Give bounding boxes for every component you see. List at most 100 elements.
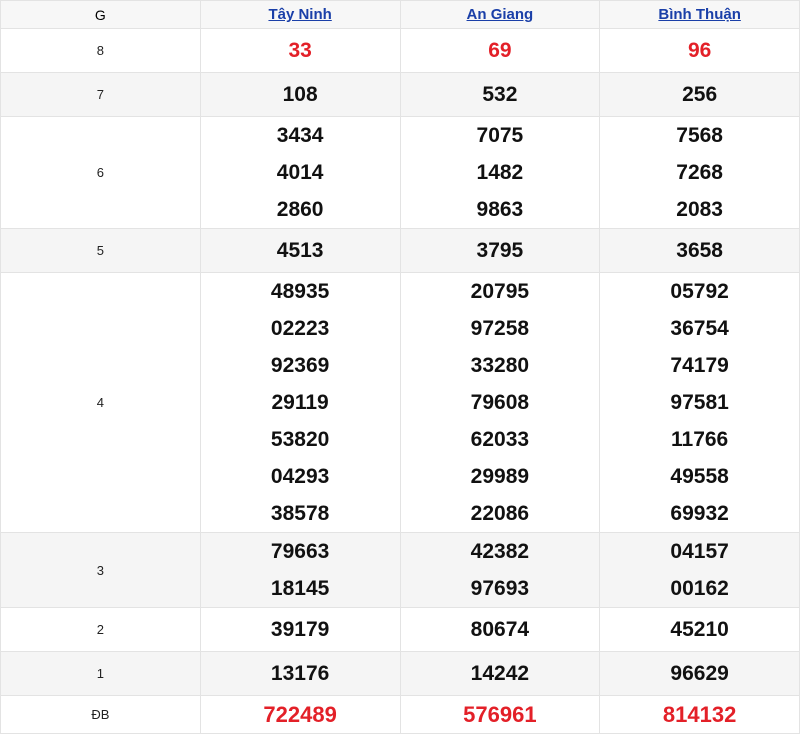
prize-label: 5 <box>0 228 201 273</box>
province-link-an-giang[interactable]: An Giang <box>466 6 534 23</box>
result-number: 4513 <box>276 239 324 262</box>
result-number: 14242 <box>470 662 530 685</box>
result-number: 69932 <box>670 502 729 525</box>
result-number: 42382 <box>470 540 530 563</box>
prize-label: 4 <box>0 272 201 533</box>
result-number: 7568 <box>676 124 723 147</box>
result-cell: 532 <box>399 72 601 117</box>
result-number: 36754 <box>670 317 729 340</box>
prize-label: 6 <box>0 116 201 229</box>
result-number: 05792 <box>670 280 729 303</box>
result-number: 532 <box>482 83 518 106</box>
province-link-binh-thuan[interactable]: Bình Thuận <box>658 6 741 23</box>
result-number: 18145 <box>270 577 330 600</box>
prize-label: 7 <box>0 72 201 117</box>
result-number: 11766 <box>671 428 729 451</box>
result-number: 69 <box>488 39 512 62</box>
result-cell: 7075 1482 9863 <box>399 116 601 229</box>
result-cell: 96 <box>599 28 800 73</box>
prize-row: 1 13176 14242 96629 <box>0 651 800 696</box>
prize-row: 7 108 532 256 <box>0 72 800 117</box>
prize-label: 2 <box>0 607 201 652</box>
result-cell: 33 <box>199 28 401 73</box>
result-number: 3658 <box>676 239 723 262</box>
result-cell: 4513 <box>199 228 401 273</box>
result-number: 256 <box>682 83 718 106</box>
result-number: 00162 <box>670 577 729 600</box>
result-number: 45210 <box>670 618 729 641</box>
result-number: 79663 <box>270 540 330 563</box>
prize-label: 3 <box>0 532 201 608</box>
prize-label: 1 <box>0 651 201 696</box>
result-number: 2083 <box>676 198 723 221</box>
result-number: 49558 <box>670 465 729 488</box>
result-number: 722489 <box>263 702 337 727</box>
result-number: 39179 <box>270 618 330 641</box>
result-number: 3434 <box>276 124 324 147</box>
result-cell: 576961 <box>399 695 601 734</box>
result-cell: 80674 <box>399 607 601 652</box>
result-cell: 45210 <box>599 607 800 652</box>
result-cell: 79663 18145 <box>199 532 401 608</box>
result-number: 7075 <box>476 124 524 147</box>
result-number: 22086 <box>470 502 530 525</box>
result-number: 38578 <box>270 502 330 525</box>
result-number: 108 <box>282 83 318 106</box>
result-number: 96 <box>687 39 712 62</box>
result-cell: 3434 4014 2860 <box>199 116 401 229</box>
prize-row: 3 79663 18145 42382 97693 04157 00162 <box>0 532 800 608</box>
result-number: 29989 <box>470 465 530 488</box>
result-number: 02223 <box>270 317 330 340</box>
result-cell: 7568 7268 2083 <box>599 116 800 229</box>
result-number: 62033 <box>470 428 530 451</box>
prize-row: 4 48935 02223 92369 29119 53820 04293 38578 2079… <box>0 272 800 533</box>
result-number: 04157 <box>670 540 729 563</box>
result-cell: 3658 <box>599 228 800 273</box>
result-cell: 96629 <box>599 651 800 696</box>
result-number: 97581 <box>670 391 729 414</box>
prize-label: 8 <box>0 28 201 73</box>
result-number: 576961 <box>463 702 537 727</box>
result-number: 7268 <box>676 161 723 184</box>
result-number: 33280 <box>470 354 530 377</box>
prize-row: 6 3434 4014 2860 7075 1482 9863 7568 7268 2083 <box>0 116 800 229</box>
result-cell: 14242 <box>399 651 601 696</box>
province-link-tay-ninh[interactable]: Tây Ninh <box>268 6 332 23</box>
header-row: G Tây Ninh An Giang Bình Thuận <box>0 0 800 29</box>
result-cell: 42382 97693 <box>399 532 601 608</box>
result-cell: 05792 36754 74179 97581 11766 49558 69932 <box>599 272 800 533</box>
result-cell: 04157 00162 <box>599 532 800 608</box>
result-cell: 20795 97258 33280 79608 62033 29989 22086 <box>399 272 601 533</box>
result-cell: 256 <box>599 72 800 117</box>
result-number: 04293 <box>270 465 330 488</box>
result-cell: 69 <box>399 28 601 73</box>
result-number: 9863 <box>476 198 524 221</box>
result-cell: 48935 02223 92369 29119 53820 04293 38578 <box>199 272 401 533</box>
result-number: 79608 <box>470 391 530 414</box>
prize-row: ĐB 722489 576961 814132 <box>0 695 800 734</box>
result-number: 96629 <box>670 662 729 685</box>
result-number: 29119 <box>271 391 329 414</box>
prize-row: 2 39179 80674 45210 <box>0 607 800 652</box>
result-number: 92369 <box>270 354 330 377</box>
result-number: 814132 <box>662 702 737 727</box>
result-cell: 722489 <box>199 695 401 734</box>
result-number: 1482 <box>476 161 524 184</box>
result-number: 20795 <box>470 280 530 303</box>
result-number: 74179 <box>670 354 729 377</box>
prize-row: 8 33 69 96 <box>0 28 800 73</box>
result-number: 48935 <box>270 280 330 303</box>
result-cell: 3795 <box>399 228 601 273</box>
result-number: 33 <box>288 39 312 62</box>
result-number: 97693 <box>470 577 530 600</box>
result-number: 3795 <box>476 239 524 262</box>
result-cell: 814132 <box>599 695 800 734</box>
result-cell: 13176 <box>199 651 401 696</box>
result-number: 97258 <box>470 317 530 340</box>
result-number: 4014 <box>276 161 324 184</box>
result-number: 2860 <box>276 198 324 221</box>
prize-row: 5 4513 3795 3658 <box>0 228 800 273</box>
result-number: 80674 <box>470 618 530 641</box>
result-number: 53820 <box>270 428 330 451</box>
